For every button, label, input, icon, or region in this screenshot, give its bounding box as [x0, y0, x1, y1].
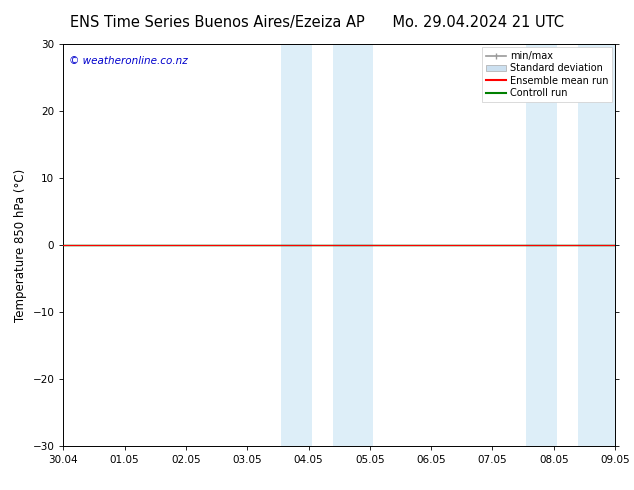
Bar	[578, 44, 615, 446]
Legend: min/max, Standard deviation, Ensemble mean run, Controll run: min/max, Standard deviation, Ensemble me…	[482, 47, 612, 102]
Text: ENS Time Series Buenos Aires/Ezeiza AP      Mo. 29.04.2024 21 UTC: ENS Time Series Buenos Aires/Ezeiza AP M…	[70, 15, 564, 30]
Bar	[526, 44, 557, 446]
Bar	[333, 44, 373, 446]
Text: © weatheronline.co.nz: © weatheronline.co.nz	[69, 56, 188, 66]
Y-axis label: Temperature 850 hPa (°C): Temperature 850 hPa (°C)	[14, 169, 27, 321]
Bar	[281, 44, 312, 446]
